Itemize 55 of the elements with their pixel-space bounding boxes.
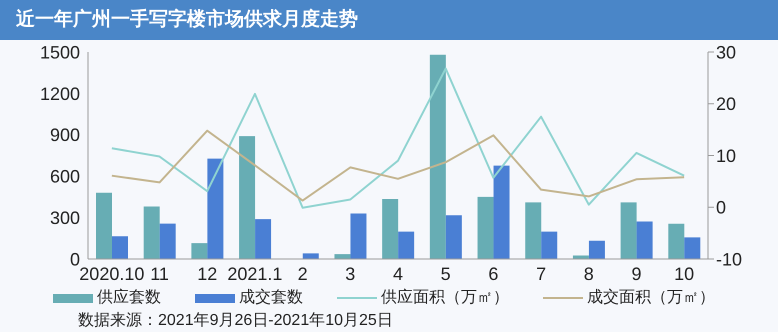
legend-label: 成交套数 — [238, 288, 303, 308]
y-tick-label: 1500 — [40, 42, 80, 62]
legend-label: 供应面积（万㎡） — [380, 288, 509, 308]
y-tick-label: 900 — [50, 125, 80, 146]
bar — [191, 243, 208, 259]
bar — [525, 202, 542, 259]
bar — [446, 215, 462, 259]
y2-tick-label: -10 — [716, 249, 742, 270]
bar — [239, 136, 256, 259]
bar — [478, 196, 494, 259]
y-tick-label: 0 — [70, 249, 80, 270]
source-note: 数据来源：2021年9月26日-2021年10月25日 — [78, 310, 393, 331]
bar — [96, 192, 112, 259]
x-tick-label: 10 — [674, 264, 694, 284]
line-series — [110, 130, 686, 202]
y-tick-label: 600 — [50, 166, 80, 187]
bar — [112, 236, 128, 259]
bar — [668, 224, 684, 259]
bar — [620, 202, 637, 259]
bar — [382, 198, 398, 259]
x-tick-label: 6 — [488, 264, 498, 284]
bar — [144, 206, 160, 259]
bar — [430, 54, 446, 259]
x-tick-label: 7 — [536, 264, 546, 284]
bar — [588, 240, 605, 259]
legend-label: 供应套数 — [96, 288, 161, 308]
bar — [541, 232, 558, 259]
chart-title: 近一年广州一手写字楼市场供求月度走势 — [0, 0, 778, 40]
bar — [350, 213, 366, 259]
y2-tick-label: 0 — [716, 198, 726, 218]
x-tick-label: 12 — [197, 264, 218, 284]
bar — [636, 221, 653, 259]
y2-tick-label: 20 — [716, 94, 736, 114]
bar — [684, 237, 700, 259]
bar — [207, 158, 224, 259]
x-tick-label: 3 — [345, 264, 356, 284]
bar — [494, 166, 510, 259]
y-tick-label: 300 — [50, 208, 80, 228]
x-tick-label: 5 — [440, 264, 451, 284]
x-tick-label: 4 — [392, 264, 404, 284]
x-tick-label: 2021.1 — [227, 264, 282, 284]
y-tick-label: 1200 — [40, 84, 80, 104]
x-tick-label: 2 — [298, 264, 308, 284]
x-tick-label: 11 — [150, 264, 169, 284]
x-tick-label: 2020.10 — [79, 264, 144, 284]
bar — [334, 254, 350, 259]
bar — [160, 224, 176, 259]
y2-tick-label: 10 — [716, 146, 736, 166]
bar — [398, 232, 414, 259]
y2-tick-label: 30 — [716, 42, 736, 62]
line-series — [110, 68, 686, 209]
legend-label: 成交面积（万㎡） — [586, 288, 715, 308]
bar — [255, 219, 272, 259]
x-tick-label: 9 — [631, 264, 642, 284]
x-tick-label: 8 — [584, 264, 594, 284]
